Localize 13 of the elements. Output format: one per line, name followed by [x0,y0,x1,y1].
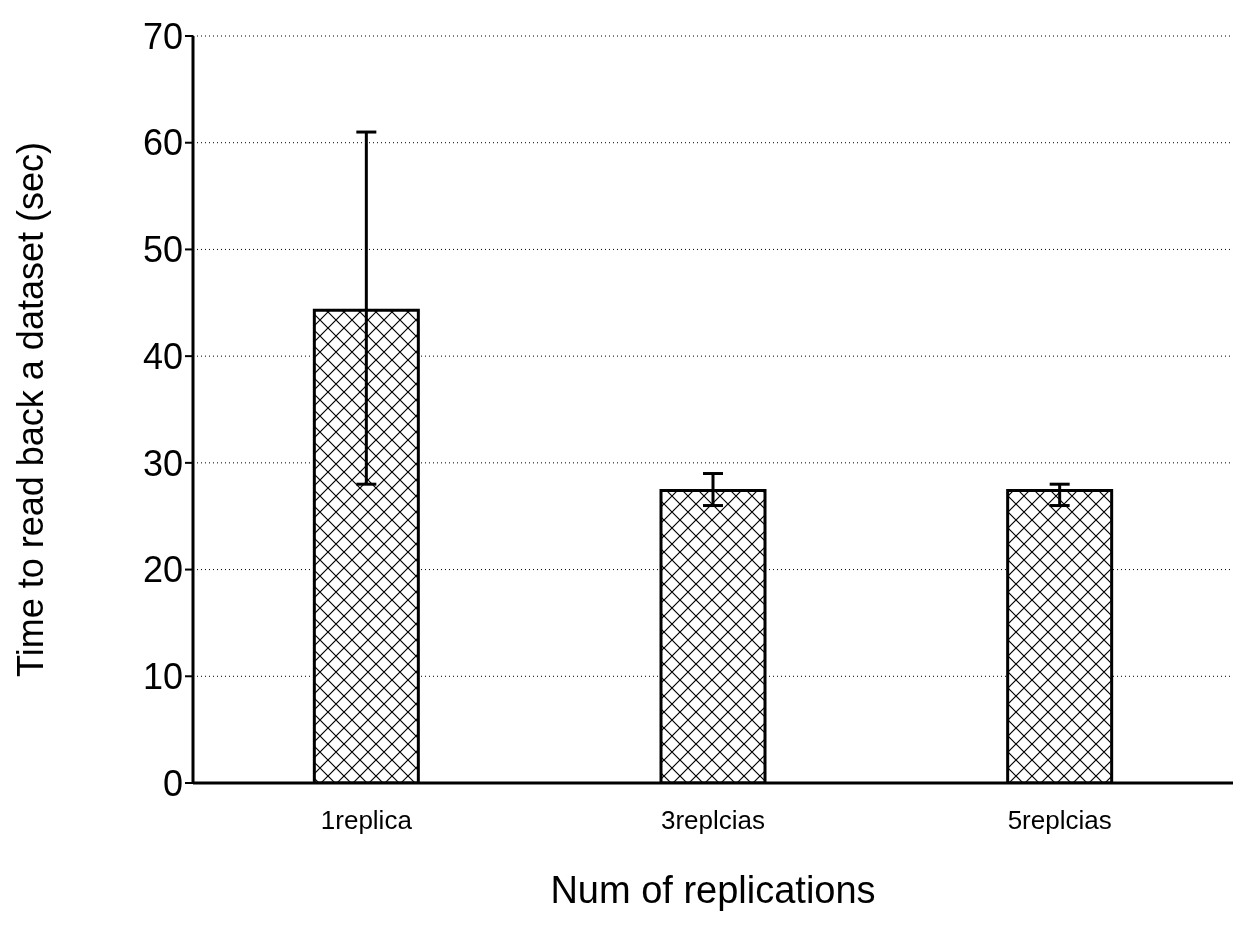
y-tick-label: 0 [162,762,183,804]
y-tick-label: 20 [142,549,183,591]
y-axis-title: Time to read back a dataset (sec) [9,142,51,677]
x-axis-title: Num of replications [550,869,876,911]
x-tick-label: 3replcias [660,805,766,836]
x-tick-label: 5replcias [1007,805,1112,836]
y-tick-label: 50 [142,229,183,271]
y-tick-label: 70 [142,15,183,57]
y-tick-label: 40 [142,335,183,377]
x-tick-label: 1replica [320,805,413,836]
y-tick-label: 60 [142,122,183,164]
y-tick-label: 10 [142,656,183,698]
y-tick-label: 30 [142,442,183,484]
